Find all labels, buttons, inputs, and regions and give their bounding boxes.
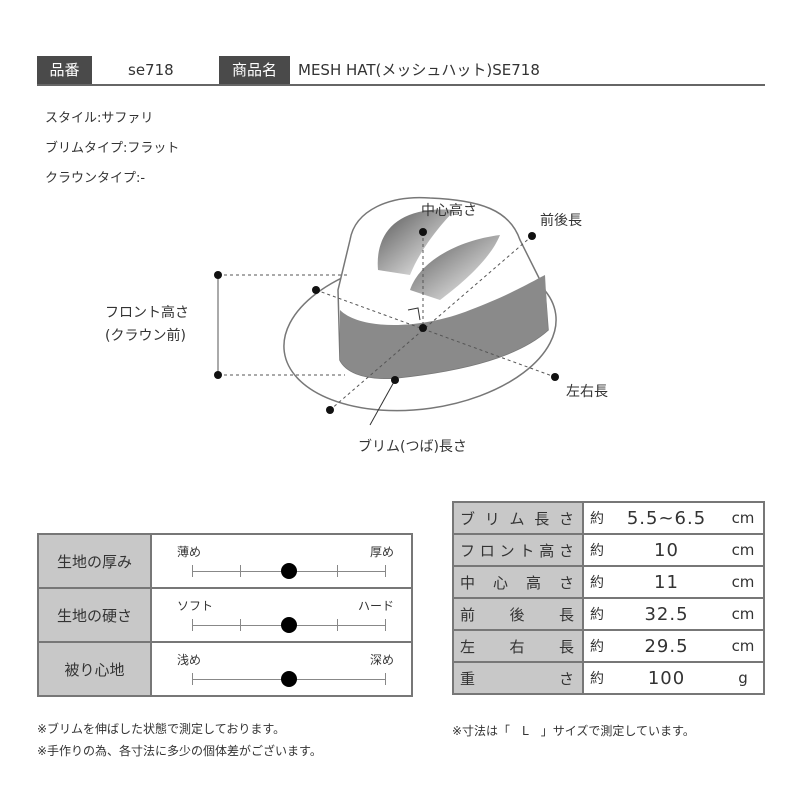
scale-row: 被り心地 浅め 深め [37,641,413,697]
measurement-label: 重さ [452,661,584,695]
spec-brim-type: ブリムタイプ:フラット [45,141,180,156]
scale-label: 被り心地 [37,641,152,697]
measurement-label: 中心高さ [452,565,584,599]
label-front-height-sub: (クラウン前) [105,328,186,344]
measurement-row: 前後長 約 32.5 cm [452,597,765,631]
scale-row: 生地の硬さ ソフト ハード [37,587,413,643]
spec-crown-type: クラウンタイプ:- [45,171,146,186]
measurement-label: 前後長 [452,597,584,631]
scale-tick [192,619,193,631]
hat-diagram [214,196,559,426]
measurement-table: ブリム長さ 約 5.5~6.5 cm フロント高さ 約 10 cm 中心高さ 約… [452,501,765,695]
scale-min: 浅め [177,653,202,667]
scale-label: 生地の厚み [37,533,152,589]
scale-min: ソフト [177,599,214,613]
scale-tick [336,565,338,577]
scale-marker [280,617,297,633]
measurement-unit: cm [723,501,765,535]
scale-tick [385,673,386,685]
scale-tick [336,619,338,631]
label-center-height: 中心高さ [421,203,477,219]
measurement-label: ブリム長さ [452,501,584,535]
approx: 約 [582,501,610,535]
scale-marker [280,671,297,687]
measurement-value: 100 [610,661,723,695]
approx: 約 [582,565,610,599]
note-size: ※寸法は「 L 」サイズで測定しています。 [452,724,695,738]
scale-row: 生地の厚み 薄め 厚め [37,533,413,589]
measurement-row: ブリム長さ 約 5.5~6.5 cm [452,501,765,535]
measurement-value: 10 [610,533,723,567]
scale-tick [240,565,242,577]
approx: 約 [582,597,610,631]
scale-tick [192,565,193,577]
measurement-unit: g [723,661,765,695]
code-label: 品番 [37,56,92,84]
measurement-unit: cm [723,533,765,567]
note-handmade: ※手作りの為、各寸法に多少の個体差がございます。 [37,744,322,758]
measurement-value: 29.5 [610,629,723,663]
scale-max: ハード [357,599,394,613]
label-front-height: フロント高さ [105,305,189,321]
note-brim: ※ブリムを伸ばした状態で測定しております。 [37,722,286,736]
measurement-unit: cm [723,565,765,599]
scale-max: 厚め [369,545,394,559]
measurement-unit: cm [723,597,765,631]
fabric-scale-table: 生地の厚み 薄め 厚め 生地の硬さ ソフト ハード 被り心地 浅め 深め [37,533,413,697]
label-front-back: 前後長 [540,213,582,229]
header-divider [37,84,765,86]
measurement-value: 32.5 [610,597,723,631]
measurement-row: 重さ 約 100 g [452,661,765,695]
scale-tick [240,619,242,631]
product-code: se718 [128,61,174,79]
label-brim-length: ブリム(つば)長さ [358,439,467,455]
scale-marker [280,563,297,579]
name-label: 商品名 [219,56,290,84]
measurement-label: フロント高さ [452,533,584,567]
scale-tick [385,565,386,577]
scale-max: 深め [369,653,394,667]
scale-tick [385,619,386,631]
approx: 約 [582,629,610,663]
measurement-label: 左右長 [452,629,584,663]
scale-min: 薄め [177,545,202,559]
measurement-value: 11 [610,565,723,599]
scale-tick [192,673,193,685]
label-left-right: 左右長 [566,384,608,400]
measurement-value: 5.5~6.5 [610,501,723,535]
approx: 約 [582,661,610,695]
product-name: MESH HAT(メッシュハット)SE718 [298,61,540,79]
approx: 約 [582,533,610,567]
spec-style: スタイル:サファリ [45,111,154,126]
scale-label: 生地の硬さ [37,587,152,643]
measurement-row: フロント高さ 約 10 cm [452,533,765,567]
measurement-row: 左右長 約 29.5 cm [452,629,765,663]
measurement-unit: cm [723,629,765,663]
measurement-row: 中心高さ 約 11 cm [452,565,765,599]
